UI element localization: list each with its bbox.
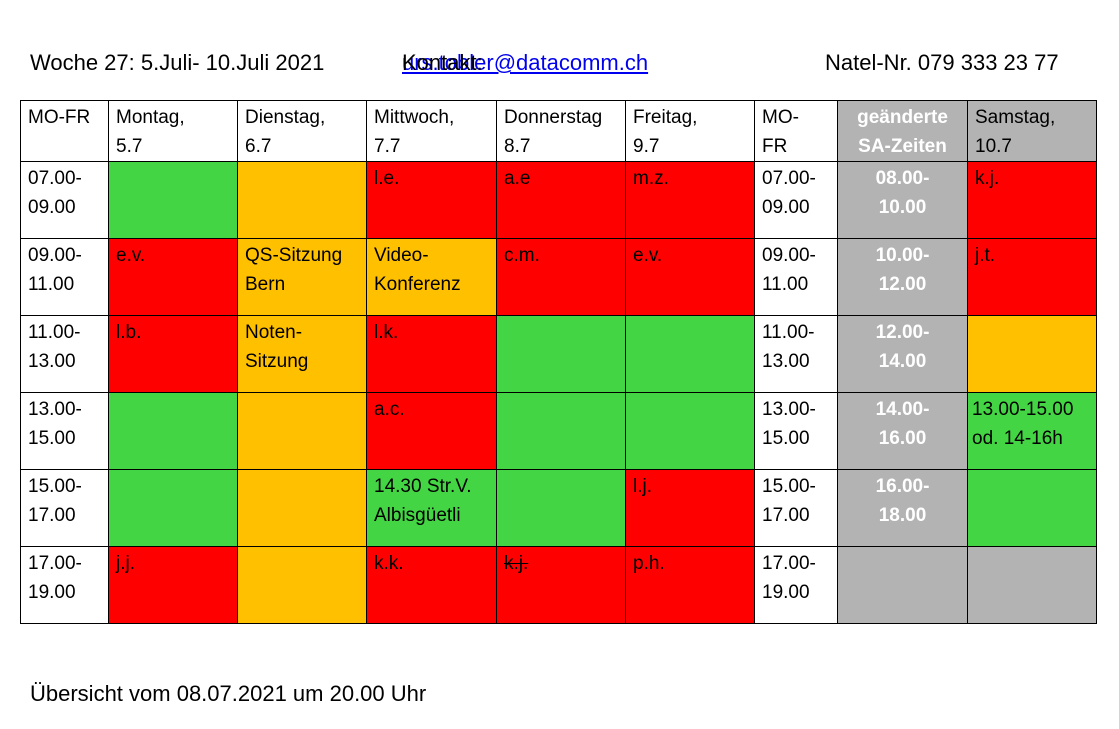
slot-dienstag: QS-Sitzung Bern <box>237 238 367 316</box>
header-freitag: Freitag, 9.7 <box>625 100 755 162</box>
time-cell-2: 15.00- 17.00 <box>754 469 838 547</box>
slot-montag: j.j. <box>108 546 238 624</box>
sa-time-cell: 08.00- 10.00 <box>837 161 968 239</box>
slot-mittwoch: 14.30 Str.V. Albisgüetli <box>366 469 497 547</box>
header-row: MO-FR Montag, 5.7 Dienstag, 6.7 Mittwoch… <box>20 100 1097 162</box>
slot-donnerstag: k.j. <box>496 546 626 624</box>
header-mofr: MO-FR <box>20 100 109 162</box>
slot-donnerstag: a.e <box>496 161 626 239</box>
header: Woche 27: 5.Juli- 10.Juli 2021 Kontakt: … <box>0 50 1119 84</box>
table-row: 17.00- 19.00 j.j. k.k. k.j. p.h. 17.00- … <box>20 546 1097 624</box>
struck-entry: k.j. <box>504 553 529 574</box>
header-donnerstag: Donnerstag 8.7 <box>496 100 626 162</box>
table-row: 07.00- 09.00 l.e. a.e m.z. 07.00- 09.00 … <box>20 161 1097 239</box>
slot-freitag: p.h. <box>625 546 755 624</box>
header-sa-zeiten: geänderte SA-Zeiten <box>837 100 968 162</box>
schedule-table: MO-FR Montag, 5.7 Dienstag, 6.7 Mittwoch… <box>20 100 1097 624</box>
sa-time-cell: 10.00- 12.00 <box>837 238 968 316</box>
time-cell: 13.00- 15.00 <box>20 392 109 470</box>
slot-montag: e.v. <box>108 238 238 316</box>
slot-samstag <box>967 546 1097 624</box>
contact-label: Kontakt: <box>402 50 483 75</box>
footer-note: Übersicht vom 08.07.2021 um 20.00 Uhr <box>30 681 427 706</box>
slot-mittwoch: Video- Konferenz <box>366 238 497 316</box>
slot-donnerstag <box>496 392 626 470</box>
slot-donnerstag <box>496 315 626 393</box>
slot-dienstag <box>237 161 367 239</box>
time-cell-2: 17.00- 19.00 <box>754 546 838 624</box>
slot-samstag: k.j. <box>967 161 1097 239</box>
contact-email-link[interactable]: urs.tobler@datacomm.ch <box>402 50 649 75</box>
slot-montag <box>108 392 238 470</box>
header-montag: Montag, 5.7 <box>108 100 238 162</box>
sa-time-cell: 16.00- 18.00 <box>837 469 968 547</box>
slot-mittwoch: l.k. <box>366 315 497 393</box>
slot-donnerstag: c.m. <box>496 238 626 316</box>
table-row: 13.00- 15.00 a.c. 13.00- 15.00 14.00- 16… <box>20 392 1097 470</box>
slot-samstag <box>967 315 1097 393</box>
table-row: 09.00- 11.00 e.v. QS-Sitzung Bern Video-… <box>20 238 1097 316</box>
table-row: 15.00- 17.00 14.30 Str.V. Albisgüetli l.… <box>20 469 1097 547</box>
slot-dienstag <box>237 392 367 470</box>
sa-time-cell <box>837 546 968 624</box>
contact: Kontakt: urs.tobler@datacomm.ch <box>402 50 648 76</box>
slot-freitag <box>625 392 755 470</box>
slot-dienstag: Noten- Sitzung <box>237 315 367 393</box>
slot-mittwoch: k.k. <box>366 546 497 624</box>
table-row: 11.00- 13.00 l.b. Noten- Sitzung l.k. 11… <box>20 315 1097 393</box>
slot-samstag: 13.00-15.00 od. 14-16h <box>967 392 1097 470</box>
slot-samstag: j.t. <box>967 238 1097 316</box>
time-cell-2: 13.00- 15.00 <box>754 392 838 470</box>
slot-montag <box>108 469 238 547</box>
sa-time-cell: 14.00- 16.00 <box>837 392 968 470</box>
slot-freitag: m.z. <box>625 161 755 239</box>
slot-dienstag <box>237 469 367 547</box>
slot-montag: l.b. <box>108 315 238 393</box>
slot-samstag <box>967 469 1097 547</box>
slot-dienstag <box>237 546 367 624</box>
time-cell: 15.00- 17.00 <box>20 469 109 547</box>
phone-number: Natel-Nr. 079 333 23 77 <box>825 50 1059 75</box>
slot-freitag <box>625 315 755 393</box>
slot-mittwoch: a.c. <box>366 392 497 470</box>
header-dienstag: Dienstag, 6.7 <box>237 100 367 162</box>
slot-montag <box>108 161 238 239</box>
header-mofr-2: MO- FR <box>754 100 838 162</box>
time-cell-2: 11.00- 13.00 <box>754 315 838 393</box>
slot-freitag: e.v. <box>625 238 755 316</box>
week-title: Woche 27: 5.Juli- 10.Juli 2021 <box>30 50 325 75</box>
time-cell-2: 09.00- 11.00 <box>754 238 838 316</box>
time-cell-2: 07.00- 09.00 <box>754 161 838 239</box>
sa-time-cell: 12.00- 14.00 <box>837 315 968 393</box>
time-cell: 17.00- 19.00 <box>20 546 109 624</box>
time-cell: 11.00- 13.00 <box>20 315 109 393</box>
time-cell: 09.00- 11.00 <box>20 238 109 316</box>
header-samstag: Samstag, 10.7 <box>967 100 1097 162</box>
time-cell: 07.00- 09.00 <box>20 161 109 239</box>
slot-donnerstag <box>496 469 626 547</box>
slot-mittwoch: l.e. <box>366 161 497 239</box>
header-mittwoch: Mittwoch, 7.7 <box>366 100 497 162</box>
slot-freitag: l.j. <box>625 469 755 547</box>
